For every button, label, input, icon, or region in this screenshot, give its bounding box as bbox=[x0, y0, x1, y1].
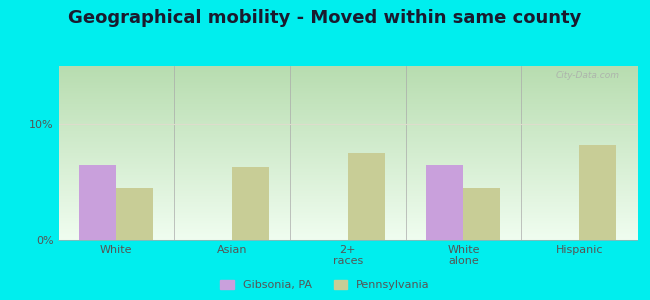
Legend: Gibsonia, PA, Pennsylvania: Gibsonia, PA, Pennsylvania bbox=[216, 275, 434, 294]
Bar bbox=[579, 145, 616, 240]
Bar bbox=[79, 165, 116, 240]
Bar bbox=[232, 167, 269, 240]
Bar bbox=[116, 188, 153, 240]
Bar bbox=[348, 153, 385, 240]
Text: City-Data.com: City-Data.com bbox=[556, 71, 619, 80]
Bar bbox=[426, 165, 463, 240]
Text: Geographical mobility - Moved within same county: Geographical mobility - Moved within sam… bbox=[68, 9, 582, 27]
Bar bbox=[463, 188, 500, 240]
